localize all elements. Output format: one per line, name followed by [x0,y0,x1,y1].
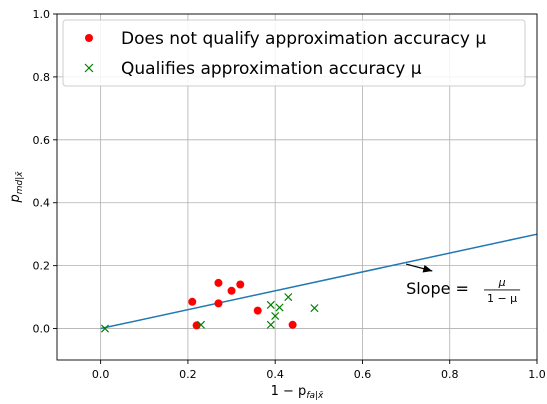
legend-label: Does not qualify approximation accuracy … [121,29,486,49]
marker-stroke [271,311,280,320]
data-point-qualified [310,304,319,313]
marker-stroke [266,320,275,329]
marker-stroke [284,293,293,302]
annotation-layer: Slope = μ 1 − μ [405,263,521,305]
x-axis-label-subscript: fa|x̄ [306,391,324,400]
x-tick-label: 0.4 [266,368,284,381]
data-point-not-qualified [288,320,297,329]
data-point-not-qualified [227,286,236,295]
data-point-qualified [284,293,293,302]
marker-stroke [266,300,275,309]
x-tick-label: 0.8 [441,368,459,381]
y-tick-label: 0.0 [33,323,51,336]
annotation-fraction-denominator: 1 − μ [487,292,517,305]
ticks-layer: 0.0 0.2 0.4 0.6 0.8 1.0 0.0 0.2 0.4 0.6 0.8 1.0 [33,8,546,381]
legend-marker-circle [85,34,93,42]
y-tick-label: 1.0 [33,8,51,21]
data-point-qualified [271,311,280,320]
labels-layer: 1 − pfa|x̄ pmd|x̄ [8,171,324,401]
data-point-not-qualified [188,297,197,306]
x-tick-label: 0.2 [179,368,197,381]
legend-layer: Does not qualify approximation accuracy … [62,19,526,87]
x-tick-label: 0.0 [92,368,110,381]
y-tick-label: 0.6 [33,134,51,147]
legend-box [62,19,526,87]
plot-frame [56,13,538,361]
x-tick-label: 0.6 [354,368,372,381]
marker-stroke [275,303,284,312]
x-axis-label-main: 1 − p [271,384,307,399]
data-point-not-qualified [236,280,245,289]
line-layer [100,233,538,330]
annotation-slope-label: Slope = [406,279,469,298]
slope-line [100,233,538,330]
data-point-qualified [196,320,206,329]
y-tick-label: 0.8 [33,71,51,84]
y-tick-label: 0.2 [33,260,51,273]
data-point-not-qualified [214,278,223,287]
data-point-qualified [266,320,275,329]
annotation-fraction-numerator: μ [498,276,506,289]
annotation-arrow-head [422,264,433,273]
y-axis-label-main: p [8,194,23,203]
data-point-qualified [275,303,284,312]
x-tick-label: 1.0 [528,368,546,381]
data-point-not-qualified [253,306,262,315]
marker-stroke [196,320,206,329]
axes-layer [56,13,538,361]
marker-stroke [84,63,94,73]
points-layer [100,278,319,333]
data-point-qualified [100,324,110,333]
marker-stroke [310,304,319,313]
marker-stroke [100,324,110,333]
data-point-qualified [266,300,275,309]
data-point-not-qualified [214,299,223,308]
x-axis-label: 1 − pfa|x̄ [271,384,324,400]
legend-marker-x [84,63,94,73]
y-axis-label-subscript: md|x̄ [15,171,25,195]
y-tick-label: 0.4 [33,197,51,210]
y-axis-label: pmd|x̄ [8,171,25,204]
legend-label: Qualifies approximation accuracy μ [121,59,422,79]
